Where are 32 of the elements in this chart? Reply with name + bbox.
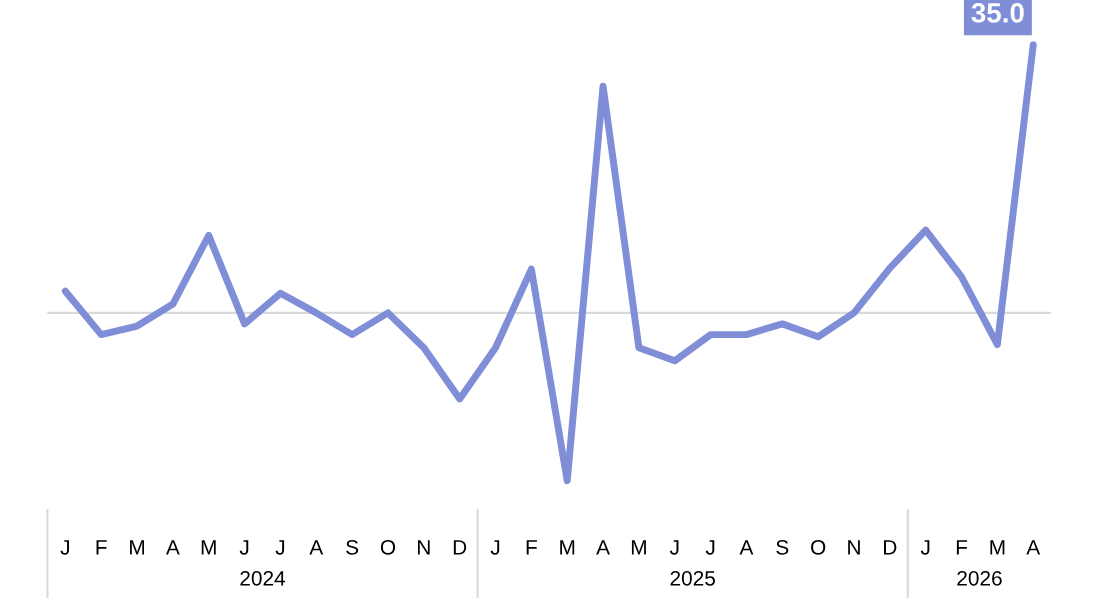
x-tick-label: O [811, 539, 826, 555]
x-tick-label: A [165, 540, 180, 555]
x-tick-label: J [275, 540, 285, 555]
x-tick-label: D [453, 540, 467, 555]
x-tick-label: M [560, 540, 575, 555]
text: 2025 [670, 570, 715, 586]
x-tick-label: N [848, 540, 860, 555]
x-tick-label: J [920, 540, 930, 555]
text: 35.0 [971, 3, 1024, 23]
x-tick-label: J [239, 540, 249, 555]
x-tick-label: F [526, 540, 537, 555]
x-tick-label: F [96, 540, 107, 555]
x-tick-label: O [380, 539, 396, 555]
x-tick-label: M [990, 540, 1005, 555]
x-tick-label: J [60, 540, 70, 555]
text: 2024 [240, 570, 286, 586]
x-tick-label: M [631, 540, 646, 555]
x-tick-label: J [490, 540, 500, 555]
x-tick-label: J [669, 540, 679, 555]
x-tick-label: D [884, 540, 897, 555]
x-tick-label: M [130, 540, 145, 555]
x-tick-label: A [739, 540, 754, 555]
x-tick-label: A [596, 540, 610, 555]
text: 2026 [957, 570, 1002, 586]
x-tick-label: S [776, 539, 789, 555]
x-tick-label: J [705, 540, 715, 555]
x-tick-label: M [201, 540, 216, 555]
x-tick-label: A [309, 540, 324, 555]
x-tick-label: A [1026, 540, 1041, 555]
x-tick-label: F [956, 540, 968, 555]
x-tick-label: S [346, 539, 359, 555]
x-tick-label: N [418, 540, 430, 555]
